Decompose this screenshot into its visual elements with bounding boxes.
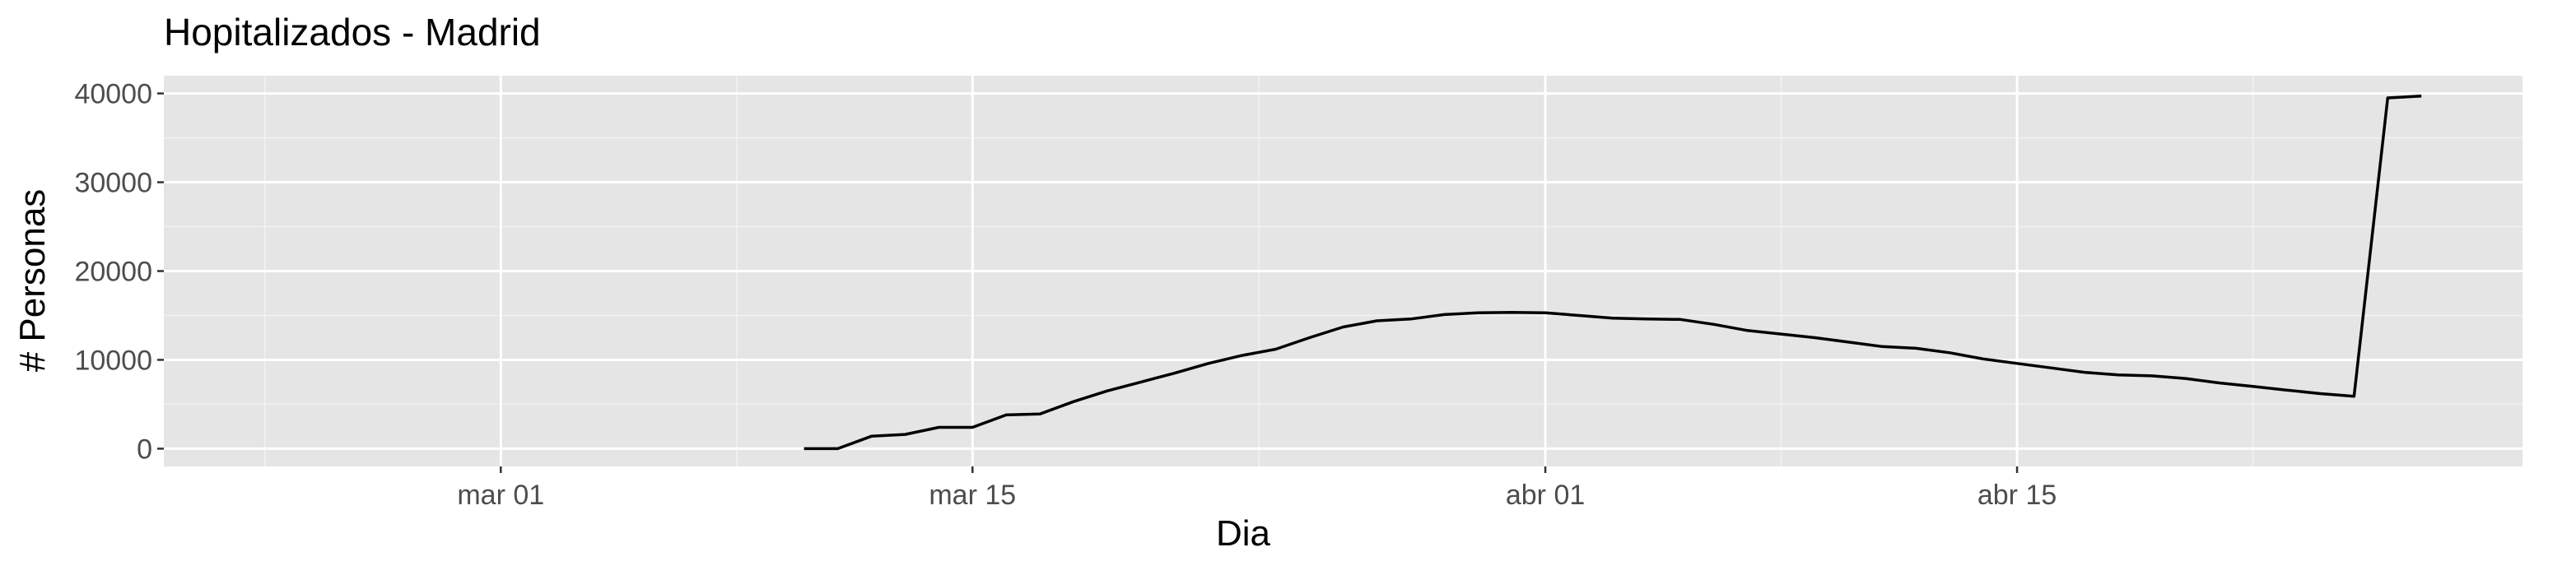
x-tick-label: mar 01 (457, 480, 544, 511)
y-tick-label: 0 (137, 434, 152, 465)
x-axis-title: Dia (1215, 513, 1271, 554)
series-line (804, 95, 2422, 451)
x-tick-label: abr 01 (1506, 480, 1585, 511)
x-tick-label: abr 15 (1977, 480, 2057, 511)
chart-title: Hopitalizados - Madrid (164, 11, 541, 53)
x-tick-label: mar 15 (929, 480, 1016, 511)
y-tick-label: 20000 (74, 257, 152, 288)
y-tick-label: 30000 (74, 168, 152, 199)
y-tick-label: 10000 (74, 345, 152, 376)
y-tick-label: 40000 (74, 79, 152, 110)
